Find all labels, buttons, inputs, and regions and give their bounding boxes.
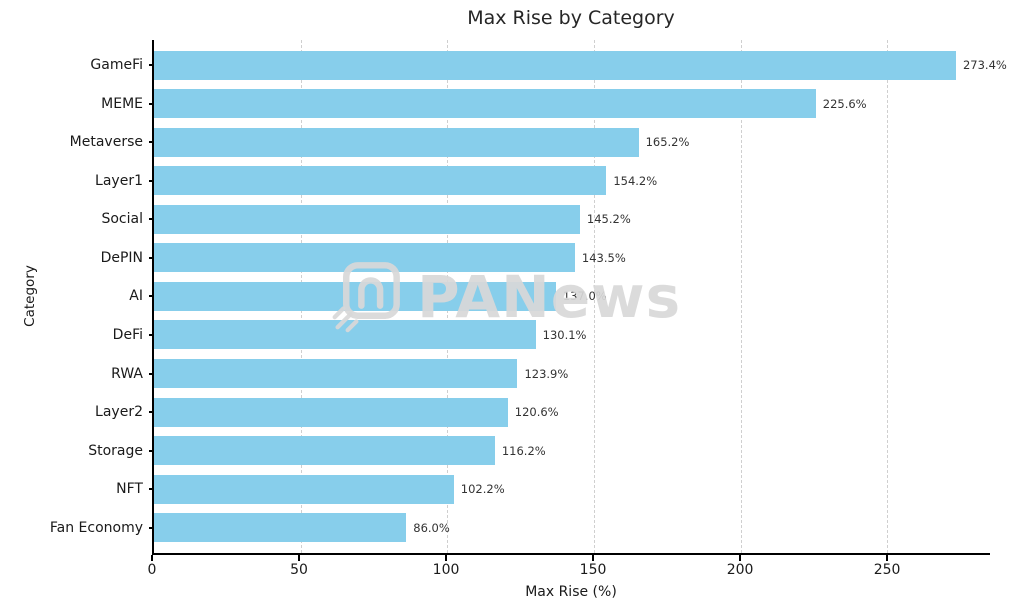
- bars-area: GameFi 273.4% MEME 225.6% Metaverse 165.2% Lay…: [50, 40, 1007, 553]
- bar: [154, 243, 575, 273]
- value-label: 143.5%: [581, 250, 626, 265]
- category-label: DePIN: [100, 249, 143, 266]
- bar: [154, 204, 580, 234]
- category-label: Layer2: [95, 404, 143, 421]
- value-label: 86.0%: [413, 520, 450, 535]
- bar: [154, 436, 495, 466]
- x-tick-mark: [739, 555, 742, 561]
- category-label: Storage: [88, 442, 143, 459]
- value-label: 116.2%: [501, 443, 546, 458]
- bar: [154, 281, 556, 311]
- x-tick-label: 50: [290, 562, 308, 578]
- value-label: 137.0%: [562, 289, 607, 304]
- category-label: Metaverse: [69, 134, 143, 151]
- category-label: RWA: [111, 365, 143, 382]
- bar-row: DeFi 130.1%: [113, 320, 990, 350]
- category-label: Layer1: [95, 172, 143, 189]
- x-axis-label: Max Rise (%): [525, 584, 617, 600]
- x-tick-label: 150: [579, 562, 607, 578]
- x-tick-mark: [886, 555, 889, 561]
- bar: [154, 320, 536, 350]
- bar-row: NFT 102.2%: [116, 474, 990, 504]
- bar-row: AI 137.0%: [129, 281, 990, 311]
- category-label: Social: [101, 211, 143, 228]
- value-label: 102.2%: [460, 482, 505, 497]
- value-label: 165.2%: [645, 135, 690, 150]
- bar: [154, 513, 407, 543]
- plot-area: GameFi 273.4% MEME 225.6% Metaverse 165.2% Lay…: [50, 40, 1007, 555]
- bar-row: MEME 225.6%: [101, 89, 990, 119]
- chart-title: Max Rise by Category: [467, 7, 675, 29]
- x-tick-label: 200: [726, 562, 754, 578]
- category-label: GameFi: [90, 57, 143, 74]
- value-label: 120.6%: [514, 405, 559, 420]
- value-label: 273.4%: [962, 58, 1007, 73]
- x-tick-label: 100: [432, 562, 460, 578]
- bar-row: Metaverse 165.2%: [70, 127, 990, 157]
- value-label: 130.1%: [542, 327, 587, 342]
- bar: [154, 89, 816, 119]
- x-tick-label: 250: [873, 562, 901, 578]
- category-label: Fan Economy: [49, 519, 143, 536]
- x-tick-mark: [445, 555, 448, 561]
- bar: [154, 166, 607, 196]
- bar-row: DePIN 143.5%: [101, 243, 990, 273]
- bar: [154, 474, 454, 504]
- bar-row: Layer2 120.6%: [95, 397, 990, 427]
- category-label: AI: [129, 288, 143, 305]
- bar-row: Fan Economy 86.0%: [50, 513, 990, 543]
- bar: [154, 397, 508, 427]
- bar: [154, 50, 956, 80]
- bar: [154, 127, 639, 157]
- value-label: 123.9%: [524, 366, 569, 381]
- bar-row: Layer1 154.2%: [95, 166, 990, 196]
- x-tick-label: 0: [147, 562, 157, 578]
- category-label: NFT: [116, 481, 143, 498]
- bar-row: Social 145.2%: [101, 204, 990, 234]
- bar-row: RWA 123.9%: [111, 359, 990, 389]
- category-label: MEME: [101, 95, 143, 112]
- bar-row: Storage 116.2%: [88, 436, 990, 466]
- x-tick-mark: [298, 555, 301, 561]
- bar: [154, 359, 518, 389]
- x-axis: 0 50 100 150 200 250: [148, 555, 990, 579]
- bar-row: GameFi 273.4%: [90, 50, 1007, 80]
- value-label: 225.6%: [822, 96, 867, 111]
- value-label: 145.2%: [586, 212, 631, 227]
- x-tick-mark: [151, 555, 153, 561]
- category-label: DeFi: [112, 326, 143, 343]
- y-axis-label: Category: [22, 265, 38, 327]
- value-label: 154.2%: [613, 173, 658, 188]
- x-tick-mark: [592, 555, 595, 561]
